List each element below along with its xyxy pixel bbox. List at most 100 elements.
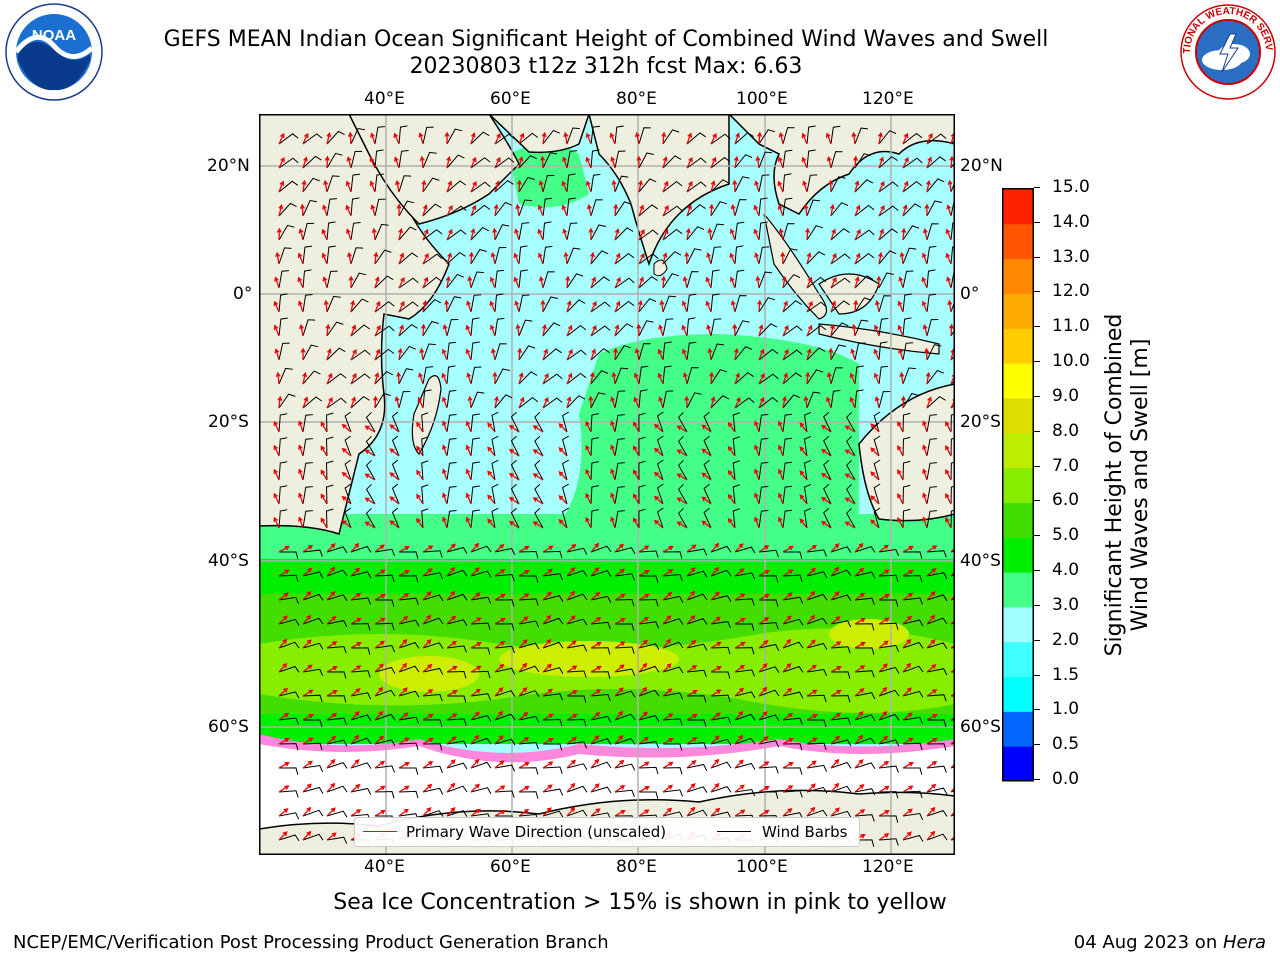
wind-barb (470, 248, 487, 265)
wave-direction-arrow (830, 228, 836, 241)
wave-direction-arrow (532, 425, 544, 433)
wave-direction-arrow (947, 299, 953, 313)
wind-barb (566, 349, 587, 361)
wind-barb (562, 483, 569, 505)
wave-direction-arrow (542, 568, 553, 577)
wind-barb (278, 485, 288, 505)
wave-direction-arrow (348, 275, 354, 289)
wave-direction-arrow (364, 425, 376, 433)
wind-barb (302, 833, 324, 841)
wind-barb (374, 622, 395, 631)
wave-direction-arrow (945, 420, 952, 433)
colorbar-tick-label: 14.0 (1052, 211, 1090, 232)
wave-direction-arrow (374, 300, 381, 313)
wind-barb (399, 767, 419, 775)
wave-direction-arrow (542, 738, 554, 745)
wave-direction-arrow (614, 641, 626, 649)
wave-direction-arrow (638, 179, 643, 193)
wave-direction-arrow (341, 447, 352, 457)
wave-direction-arrow (297, 252, 304, 265)
wind-barb (470, 226, 490, 241)
wind-barb (734, 691, 756, 699)
wind-barb (446, 569, 468, 577)
colorbar-tick-mark (1034, 395, 1040, 397)
wind-barb (398, 597, 419, 605)
footer-date: 04 Aug 2023 on Hera (1073, 932, 1266, 953)
wind-barb (734, 572, 756, 580)
wind-barb (350, 545, 372, 553)
wave-direction-arrow (542, 372, 549, 385)
wave-direction-arrow (446, 665, 458, 673)
wind-barb (803, 483, 812, 505)
wave-direction-arrow (710, 591, 721, 601)
wave-direction-arrow (518, 785, 530, 793)
wind-barb (614, 598, 635, 607)
wind-barb (902, 790, 923, 799)
wave-direction-arrow (826, 371, 832, 385)
wind-barb (422, 617, 444, 625)
wave-direction-arrow (830, 735, 841, 745)
wind-barb (710, 738, 732, 746)
wave-direction-arrow (806, 689, 818, 697)
wave-direction-arrow (590, 783, 600, 793)
wind-barb (854, 692, 876, 700)
wind-barb (662, 789, 683, 797)
wind-barb (614, 175, 629, 193)
wind-barb (494, 599, 515, 607)
wind-barb (735, 623, 755, 631)
wave-direction-arrow (538, 179, 544, 193)
wave-direction-arrow (518, 545, 530, 553)
wave-direction-arrow (701, 520, 712, 529)
wind-barb (873, 411, 881, 433)
wave-direction-arrow (398, 276, 405, 289)
wave-direction-arrow (298, 492, 304, 505)
wind-barb (686, 763, 708, 772)
wind-barb (302, 133, 323, 145)
wind-barb (806, 786, 828, 794)
wind-barb (374, 198, 386, 217)
wind-barb (470, 317, 480, 337)
wave-direction-arrow (350, 665, 362, 673)
wave-direction-arrow (830, 543, 840, 553)
wave-direction-arrow (758, 569, 770, 577)
wave-direction-arrow (350, 734, 360, 745)
lat-tick-right: 0° (960, 284, 980, 304)
wave-direction-arrow (300, 203, 305, 217)
wave-direction-arrow (777, 444, 784, 457)
wind-barb (374, 149, 384, 169)
wind-barb (873, 507, 881, 529)
wave-direction-arrow (878, 663, 888, 673)
wind-barb (614, 713, 636, 721)
wind-barb (278, 509, 288, 529)
wave-direction-arrow (470, 665, 482, 673)
wind-barb (830, 717, 851, 725)
wave-direction-arrow (374, 735, 385, 745)
wind-barb (302, 462, 313, 481)
wave-direction-arrow (878, 760, 890, 769)
wind-barb (638, 665, 660, 673)
wind-barb (710, 761, 732, 769)
wave-direction-arrow (902, 808, 913, 817)
wave-direction-arrow (614, 710, 624, 721)
wind-barb (542, 322, 561, 337)
wave-direction-arrow (465, 492, 472, 505)
wind-barb (279, 551, 299, 559)
wind-barb (470, 294, 482, 313)
wave-direction-arrow (494, 735, 504, 745)
wind-barb (302, 571, 324, 579)
wind-barb (446, 645, 467, 653)
wind-barb (374, 392, 391, 409)
wind-barb (590, 437, 599, 457)
colorbar-segment (1002, 676, 1034, 712)
wave-direction-arrow (636, 155, 642, 169)
wind-barb (710, 269, 720, 289)
wind-barb (902, 619, 924, 627)
wind-barb (710, 156, 731, 169)
wave-direction-arrow (681, 300, 688, 313)
wind-barb (326, 270, 338, 289)
lat-tick-left: 20°S (208, 412, 249, 432)
wave-direction-arrow (558, 495, 568, 505)
wave-direction-arrow (829, 203, 835, 217)
wave-direction-arrow (494, 156, 501, 169)
wave-direction-arrow (686, 689, 698, 697)
